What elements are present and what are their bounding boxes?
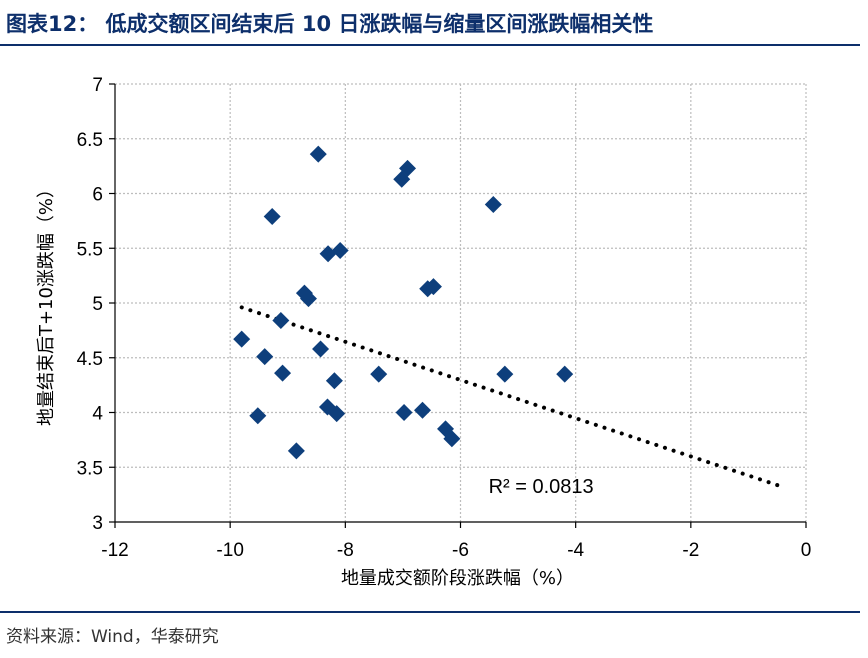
data-point bbox=[249, 407, 267, 425]
data-point bbox=[312, 340, 330, 358]
grid-lines bbox=[115, 83, 807, 522]
y-tick-label: 6.5 bbox=[77, 130, 103, 151]
data-point bbox=[263, 207, 281, 225]
data-point bbox=[556, 365, 574, 383]
axes bbox=[109, 83, 807, 528]
data-point bbox=[393, 170, 411, 188]
data-point bbox=[309, 145, 327, 163]
y-tick-label: 4 bbox=[92, 404, 103, 425]
x-tick-label: -8 bbox=[337, 540, 354, 561]
y-tick-label: 5 bbox=[92, 294, 103, 315]
data-point bbox=[233, 330, 251, 348]
y-tick-label: 7 bbox=[92, 75, 103, 96]
data-point bbox=[331, 241, 349, 259]
data-point bbox=[443, 430, 461, 448]
x-tick-label: -2 bbox=[682, 540, 699, 561]
data-point bbox=[274, 364, 292, 382]
x-tick-label: -6 bbox=[452, 540, 469, 561]
y-tick-label: 3 bbox=[92, 513, 103, 534]
data-point bbox=[484, 195, 502, 213]
data-point bbox=[287, 442, 305, 460]
source-divider bbox=[0, 611, 860, 613]
x-axis-label: 地量成交额阶段涨跌幅（%） bbox=[341, 568, 574, 589]
x-tick-label: -4 bbox=[567, 540, 584, 561]
y-axis-label: 地量结束后T+10涨跌幅（%） bbox=[36, 180, 57, 426]
data-point bbox=[299, 290, 317, 308]
title-divider bbox=[0, 44, 860, 46]
data-point bbox=[395, 404, 413, 421]
data-point bbox=[319, 245, 337, 263]
data-point bbox=[370, 365, 388, 383]
trendline-dotted bbox=[239, 305, 785, 489]
y-tick-label: 6 bbox=[92, 185, 103, 206]
trendline bbox=[239, 305, 785, 489]
data-point bbox=[256, 348, 274, 366]
y-tick-label: 3.5 bbox=[77, 458, 103, 479]
x-tick-label: -10 bbox=[216, 540, 243, 561]
data-point bbox=[325, 372, 343, 390]
y-tick-label: 5.5 bbox=[77, 239, 103, 260]
data-point bbox=[328, 405, 346, 423]
x-tick-label: -12 bbox=[101, 540, 128, 561]
scatter-chart: -12 -10 -8 -6 -4 -2 0 3 3.5 4 4.5 5 5.5 6 6.5 7 R² = 0.… bbox=[36, 75, 812, 589]
tick-labels: -12 -10 -8 -6 -4 -2 0 3 3.5 4 4.5 5 5.5 6 6.5 7 bbox=[77, 75, 812, 561]
chart-title: 图表12： 低成交额区间结束后 10 日涨跌幅与缩量区间涨跌幅相关性 bbox=[6, 12, 654, 36]
data-point bbox=[496, 365, 514, 383]
y-tick-label: 4.5 bbox=[77, 349, 103, 370]
data-point bbox=[413, 401, 431, 419]
data-points bbox=[233, 145, 574, 460]
data-point bbox=[419, 280, 437, 298]
x-tick-label: 0 bbox=[801, 540, 812, 561]
data-point bbox=[272, 312, 290, 330]
source-note: 资料来源：Wind，华泰研究 bbox=[6, 627, 219, 647]
r-squared-annotation: R² = 0.0813 bbox=[489, 476, 594, 498]
